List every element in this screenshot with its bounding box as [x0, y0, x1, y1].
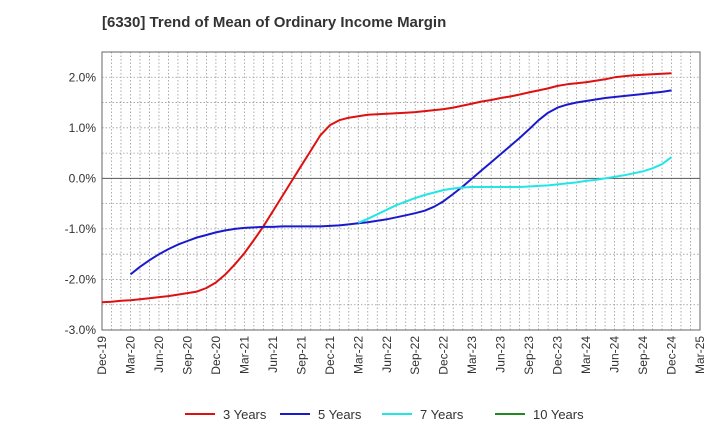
x-tick-label: Sep-23	[522, 336, 536, 375]
legend-label: 10 Years	[533, 407, 584, 422]
y-tick-label: -1.0%	[65, 222, 97, 236]
series-lines	[101, 72, 673, 304]
x-tick-label: Dec-20	[209, 336, 223, 375]
x-tick-label: Mar-25	[693, 336, 707, 374]
x-tick-label: Jun-24	[608, 336, 622, 373]
x-tick-label: Sep-21	[294, 336, 308, 375]
x-tick-label: Jun-21	[266, 336, 280, 373]
plot-frame	[101, 51, 701, 331]
series-line	[357, 156, 673, 224]
x-tick-label: Mar-24	[579, 336, 593, 374]
legend-label: 3 Years	[223, 407, 267, 422]
y-tick-label: 1.0%	[69, 121, 97, 135]
x-tick-label: Jun-20	[152, 336, 166, 373]
x-tick-label: Dec-23	[551, 336, 565, 375]
x-tick-label: Mar-22	[351, 336, 365, 374]
y-tick-label: 2.0%	[69, 70, 97, 84]
legend-label: 7 Years	[420, 407, 464, 422]
x-tick-label: Mar-21	[237, 336, 251, 374]
x-tick-label: Dec-21	[323, 336, 337, 375]
x-tick-label: Dec-19	[95, 336, 109, 375]
plot-area-background	[102, 52, 700, 330]
x-tick-label: Sep-20	[180, 336, 194, 375]
x-tick-label: Jun-23	[494, 336, 508, 373]
x-tick-label: Dec-24	[665, 336, 679, 375]
series-line	[101, 72, 672, 304]
x-tick-label: Dec-22	[437, 336, 451, 375]
x-tick-label: Mar-23	[465, 336, 479, 374]
x-tick-label: Jun-22	[380, 336, 394, 373]
chart-title: [6330] Trend of Mean of Ordinary Income …	[102, 14, 447, 31]
y-tick-label: -2.0%	[65, 272, 97, 286]
grid-lines	[102, 52, 700, 330]
legend: 3 Years 5 Years 7 Years 10 Years	[185, 407, 584, 422]
x-tick-label: Sep-22	[408, 336, 422, 375]
x-tick-label: Mar-20	[123, 336, 137, 374]
series-line	[129, 89, 672, 276]
legend-label: 5 Years	[318, 407, 362, 422]
axes: 2.0% 1.0% 0.0% -1.0% -2.0% -3.0%Dec-19 Mar-20 J…	[65, 51, 707, 375]
y-tick-label: 0.0%	[69, 171, 97, 185]
y-tick-label: -3.0%	[65, 323, 97, 337]
x-tick-label: Sep-24	[636, 336, 650, 375]
